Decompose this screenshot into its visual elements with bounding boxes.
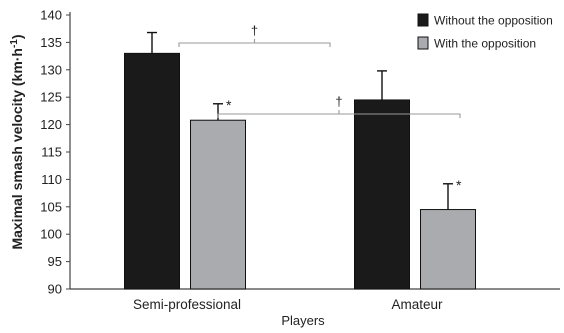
y-tick-label: 105 — [40, 199, 62, 214]
significance-dagger: † — [335, 94, 342, 109]
x-category-label: Amateur — [391, 297, 443, 312]
y-tick-label: 135 — [40, 35, 62, 50]
legend-swatch — [417, 36, 429, 50]
significance-dagger: † — [251, 23, 258, 38]
legend-label: Without the opposition — [434, 14, 553, 28]
y-tick-label: 100 — [40, 227, 62, 242]
y-tick-label: 95 — [48, 254, 62, 269]
y-axis-label: Maximal smash velocity (km·h-1) — [9, 34, 25, 249]
significance-mark: * — [226, 97, 232, 113]
comparison-bracket — [178, 42, 331, 47]
bar — [124, 52, 180, 290]
y-tick-label: 130 — [40, 62, 62, 77]
significance-mark: * — [456, 177, 462, 193]
x-category-label: Semi-professional — [133, 297, 241, 312]
bar — [420, 209, 476, 290]
y-tick-label: 120 — [40, 117, 62, 132]
y-tick-label: 90 — [48, 282, 62, 297]
comparison-bracket — [217, 113, 461, 118]
y-tick-label: 115 — [41, 145, 62, 160]
y-tick-label: 140 — [40, 8, 62, 23]
y-tick-label: 110 — [41, 172, 62, 187]
x-axis-label: Players — [281, 313, 325, 328]
y-tick-label: 125 — [40, 90, 62, 105]
bar — [354, 99, 410, 290]
legend-label: With the opposition — [434, 37, 536, 51]
legend-swatch — [417, 13, 429, 27]
bar — [190, 119, 246, 290]
